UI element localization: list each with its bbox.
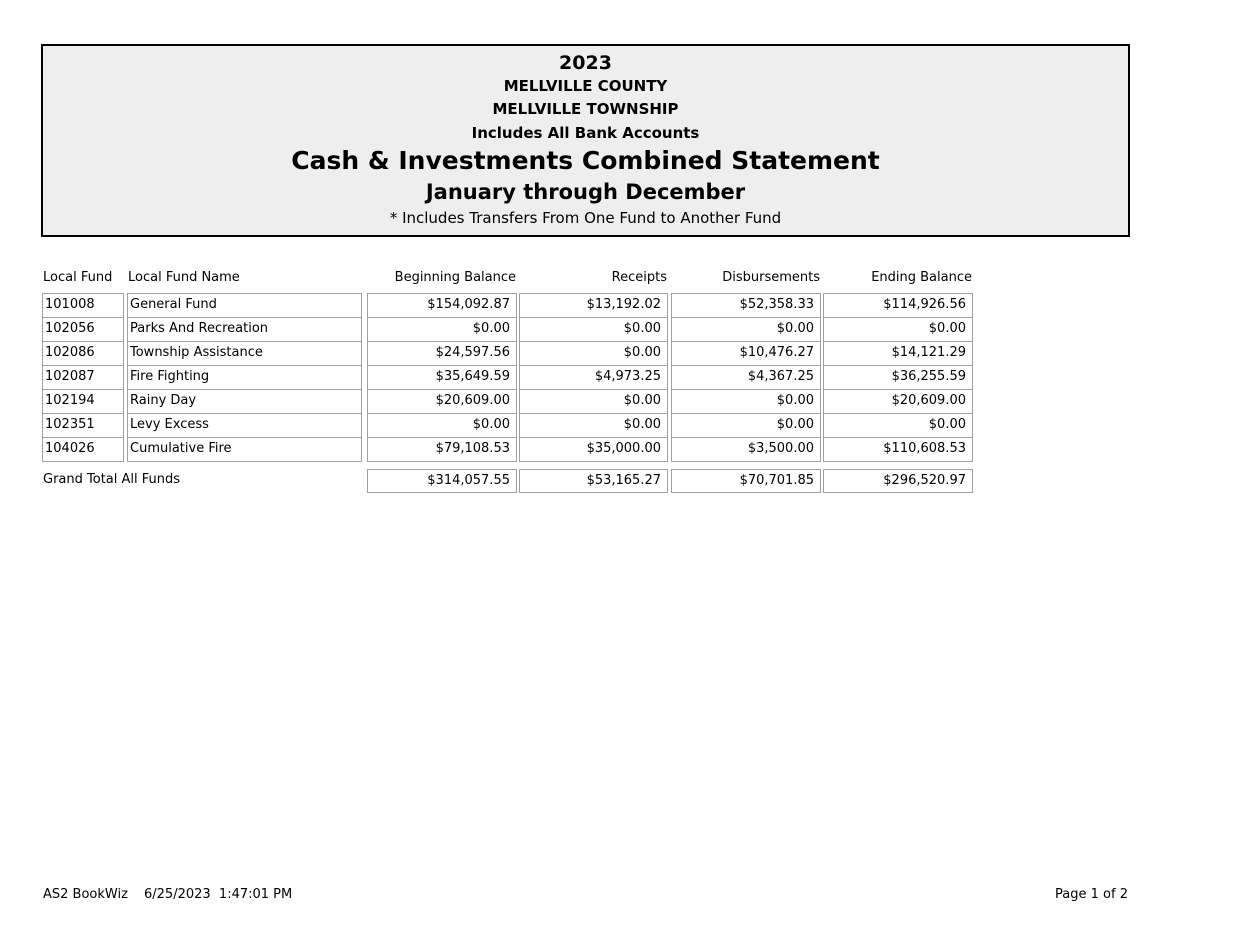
beginning-balance-cell: $24,597.56 [367, 341, 517, 366]
ending-balance-cell: $114,926.56 [823, 293, 973, 318]
disbursements-cell: $0.00 [671, 413, 821, 438]
footer-timestamp: 6/25/2023 1:47:01 PM [144, 887, 293, 902]
fund-number-cell: 104026 [42, 437, 124, 462]
disbursements-cell: $10,476.27 [671, 341, 821, 366]
fund-name-cell: Parks And Recreation [127, 317, 362, 342]
ending-balance-cell: $20,609.00 [823, 389, 973, 414]
beginning-balance-cell: $35,649.59 [367, 365, 517, 390]
report-header: 2023 MELLVILLE COUNTY MELLVILLE TOWNSHIP… [41, 44, 1130, 237]
receipts-cell: $0.00 [519, 341, 668, 366]
ending-balance-cell: $14,121.29 [823, 341, 973, 366]
county-name: MELLVILLE COUNTY [503, 77, 668, 95]
footer-app: AS2 BookWiz [43, 887, 128, 902]
ending-balance-cell: $0.00 [823, 413, 973, 438]
ending-balance-cell: $110,608.53 [823, 437, 973, 462]
column-header-receipts: Receipts [611, 270, 667, 285]
ending-balance-cell: $0.00 [823, 317, 973, 342]
fund-name-cell: Fire Fighting [127, 365, 362, 390]
fund-number-cell: 101008 [42, 293, 124, 318]
fund-name-cell: Cumulative Fire [127, 437, 362, 462]
receipts-cell: $0.00 [519, 413, 668, 438]
column-header-fund-name: Local Fund Name [128, 270, 240, 285]
receipts-cell: $35,000.00 [519, 437, 668, 462]
disbursements-cell: $3,500.00 [671, 437, 821, 462]
report-note: * Includes Transfers From One Fund to An… [389, 209, 782, 227]
total-receipts: $53,165.27 [519, 469, 668, 493]
beginning-balance-cell: $0.00 [367, 317, 517, 342]
beginning-balance-cell: $154,092.87 [367, 293, 517, 318]
receipts-cell: $0.00 [519, 389, 668, 414]
column-header-disbursements: Disbursements [722, 270, 820, 285]
township-name: MELLVILLE TOWNSHIP [492, 100, 679, 118]
disbursements-cell: $4,367.25 [671, 365, 821, 390]
column-header-fund-number: Local Fund [43, 270, 113, 285]
beginning-balance-cell: $0.00 [367, 413, 517, 438]
disbursements-cell: $0.00 [671, 389, 821, 414]
report-title: Cash & Investments Combined Statement [291, 146, 880, 175]
fund-name-cell: Rainy Day [127, 389, 362, 414]
disbursements-cell: $52,358.33 [671, 293, 821, 318]
receipts-cell: $0.00 [519, 317, 668, 342]
fund-number-cell: 102056 [42, 317, 124, 342]
fund-number-cell: 102086 [42, 341, 124, 366]
disbursements-cell: $0.00 [671, 317, 821, 342]
fund-number-cell: 102087 [42, 365, 124, 390]
report-year: 2023 [559, 52, 612, 74]
total-beginning-balance: $314,057.55 [367, 469, 517, 493]
beginning-balance-cell: $79,108.53 [367, 437, 517, 462]
column-header-beginning-balance: Beginning Balance [394, 270, 516, 285]
total-ending-balance: $296,520.97 [823, 469, 973, 493]
beginning-balance-cell: $20,609.00 [367, 389, 517, 414]
fund-number-cell: 102351 [42, 413, 124, 438]
footer-page: Page 1 of 2 [1055, 887, 1128, 902]
column-header-ending-balance: Ending Balance [871, 270, 972, 285]
report-scope: Includes All Bank Accounts [471, 124, 700, 142]
ending-balance-cell: $36,255.59 [823, 365, 973, 390]
fund-number-cell: 102194 [42, 389, 124, 414]
receipts-cell: $4,973.25 [519, 365, 668, 390]
receipts-cell: $13,192.02 [519, 293, 668, 318]
fund-name-cell: Township Assistance [127, 341, 362, 366]
total-disbursements: $70,701.85 [671, 469, 821, 493]
report-period: January through December [425, 180, 746, 204]
fund-name-cell: Levy Excess [127, 413, 362, 438]
fund-name-cell: General Fund [127, 293, 362, 318]
grand-total-label: Grand Total All Funds [43, 472, 181, 487]
